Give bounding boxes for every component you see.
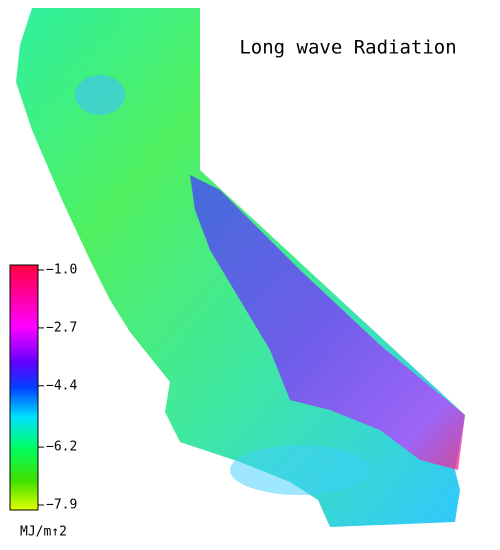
colorbar-tick-label: −4.4 bbox=[46, 378, 77, 393]
valley-region bbox=[75, 75, 125, 115]
colorbar-tick-label: −7.9 bbox=[46, 498, 77, 513]
colorbar-tick-label: −1.0 bbox=[46, 263, 77, 278]
map-title: Long wave Radiation bbox=[239, 37, 456, 59]
desert-region bbox=[190, 175, 465, 470]
colorbar bbox=[9, 264, 39, 511]
coast-region bbox=[230, 445, 370, 495]
colorbar-tick-label: −2.7 bbox=[46, 320, 77, 335]
colorbar-tick-label: −6.2 bbox=[46, 440, 77, 455]
california-map bbox=[16, 8, 465, 527]
colorbar-unit: MJ/m↑2 bbox=[20, 525, 67, 540]
